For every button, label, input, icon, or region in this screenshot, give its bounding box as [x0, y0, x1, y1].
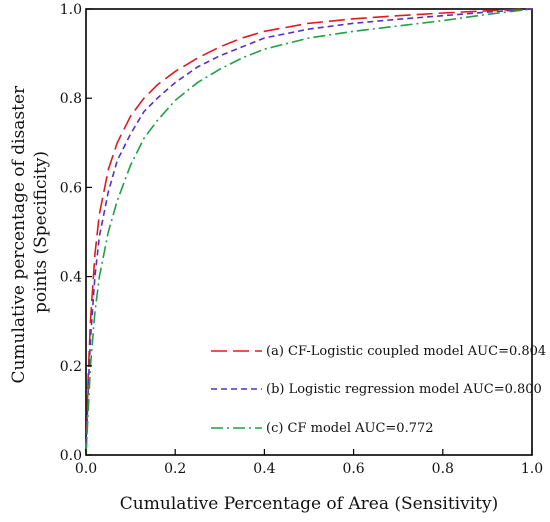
y-tick-label: 0.8 [60, 91, 82, 107]
x-tick-label: 0.0 [75, 461, 97, 477]
plot-frame [85, 8, 533, 456]
y-axis-title-line-1: Cumulative percentage of disaster [9, 85, 29, 384]
x-axis-title: Cumulative Percentage of Area (Sensitivi… [120, 494, 498, 514]
series-line-3 [85, 8, 533, 456]
x-tick-label: 0.6 [342, 461, 364, 477]
legend-label-3: (c) CF model AUC=0.772 [266, 421, 434, 436]
legend-label-2: (b) Logistic regression model AUC=0.800 [266, 382, 542, 397]
y-tick-label: 0.6 [60, 180, 82, 196]
y-tick-label: 1.0 [60, 2, 82, 18]
ticks-layer: 0.0 0.2 0.4 0.6 0.8 1.0 0.0 0.2 0.4 0.6 0.8 1.0 [60, 2, 543, 477]
y-axis-title-line-2: points (Specificity) [31, 151, 51, 313]
y-tick-label: 0.2 [60, 359, 82, 375]
curves-layer [85, 8, 533, 456]
series-line-2 [85, 8, 533, 456]
legend-label-1: (a) CF-Logistic coupled model AUC=0.804 [266, 344, 546, 359]
y-tick-label: 0.0 [60, 448, 82, 464]
legend: (a) CF-Logistic coupled model AUC=0.804 (… [211, 344, 546, 436]
series-line-1 [85, 8, 533, 456]
x-tick-label: 1.0 [521, 461, 543, 477]
x-tick-label: 0.2 [164, 461, 186, 477]
x-tick-label: 0.4 [253, 461, 275, 477]
y-axis-title: Cumulative percentage of disaster points… [9, 80, 51, 383]
x-tick-label: 0.8 [432, 461, 454, 477]
y-tick-label: 0.4 [60, 270, 82, 286]
